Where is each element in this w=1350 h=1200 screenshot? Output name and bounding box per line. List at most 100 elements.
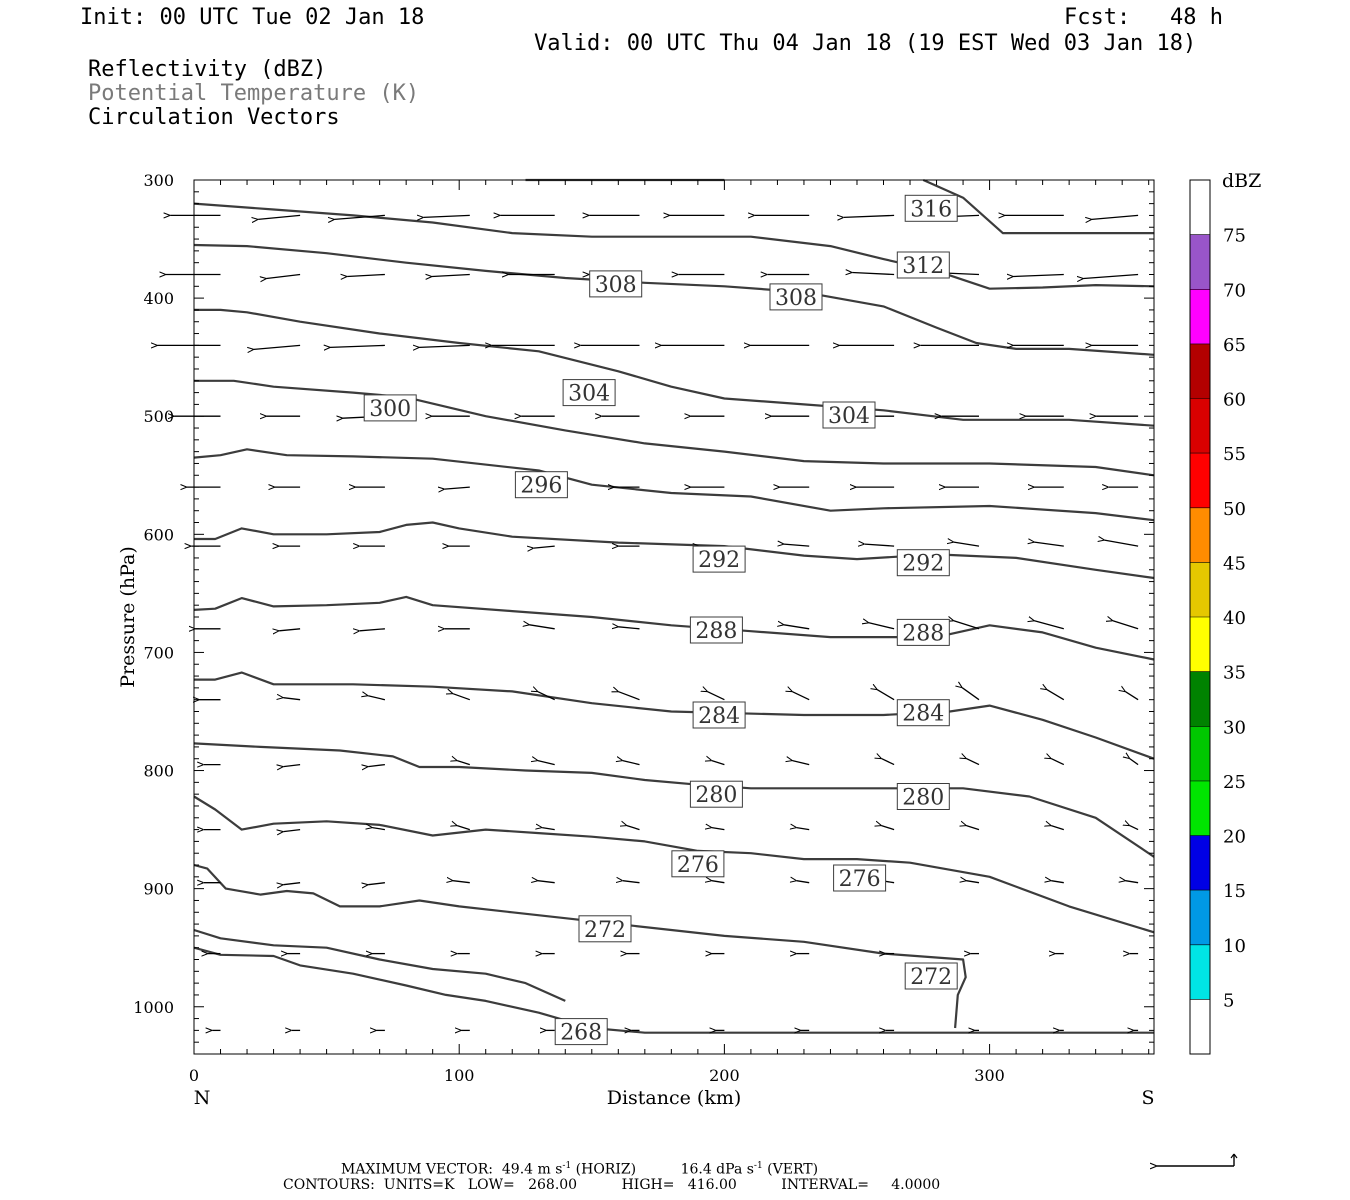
circulation-vector	[954, 542, 980, 547]
colorbar-cell	[1190, 398, 1210, 454]
circulation-vector	[1034, 542, 1064, 547]
colorbar-level-label: 60	[1223, 390, 1246, 411]
colorbar-level-label: 5	[1223, 990, 1234, 1011]
colorbar-level-label: 15	[1223, 881, 1246, 902]
circulation-vector	[712, 881, 725, 884]
circulation-vector	[457, 761, 470, 766]
contour-label: 272	[584, 918, 626, 943]
circulation-vector	[784, 625, 810, 630]
circulation-vector	[283, 763, 301, 767]
contour-label: 288	[902, 621, 944, 646]
circulation-vector	[966, 759, 980, 766]
isentrope-296	[193, 448, 1155, 522]
colorbar-cell	[1190, 890, 1210, 945]
circulation-vector	[865, 544, 895, 547]
circulation-vector	[1126, 881, 1139, 884]
circulation-vector	[538, 692, 555, 701]
circulation-vector	[453, 694, 471, 701]
colorbar-cell	[1190, 453, 1210, 508]
contour-label: 308	[775, 286, 817, 311]
colorbar-level-label: 30	[1223, 717, 1246, 738]
colorbar-level-label: 20	[1223, 827, 1246, 848]
contour-label: 308	[595, 273, 637, 298]
field-label-vectors: Circulation Vectors	[88, 105, 340, 130]
circulation-vector	[283, 698, 301, 701]
circulation-vector	[368, 763, 385, 767]
contour-label: 272	[910, 965, 952, 990]
colorbar-level-label: 65	[1223, 335, 1246, 356]
circulation-vector	[445, 486, 470, 489]
colorbar-unit: dBZ	[1222, 170, 1261, 192]
circulation-vector	[797, 828, 810, 831]
circulation-vector	[542, 828, 555, 831]
circulation-vector	[283, 828, 301, 832]
circulation-vector	[1013, 275, 1064, 277]
circulation-vector	[619, 692, 640, 701]
colorbar-cell	[1190, 780, 1210, 836]
colorbar: 5 10 15 20 25 30 35 40 45 50 55 60 65 70 75	[1189, 179, 1246, 1055]
circulation-vector	[954, 621, 980, 630]
contour-label-box	[562, 379, 616, 407]
contour-label-box	[689, 616, 743, 644]
circulation-vector	[254, 344, 301, 349]
y-tick-label: 900	[143, 880, 174, 899]
field-label-reflectivity: Reflectivity (dBZ)	[88, 57, 327, 82]
contour-label: 276	[677, 853, 719, 878]
colorbar-cell	[1190, 835, 1210, 891]
contour-label-box	[578, 915, 632, 943]
circulation-vector	[1113, 621, 1139, 630]
circulation-vector	[335, 214, 385, 219]
circulation-vector	[330, 345, 385, 347]
x-tick-label: 300	[974, 1066, 1005, 1085]
colorbar-level-label: 50	[1223, 499, 1246, 520]
isentrope-316b	[922, 178, 1154, 235]
circulation-vector	[844, 215, 895, 217]
colorbar-level-label: 75	[1223, 226, 1246, 247]
y-tick-label: 800	[143, 762, 174, 781]
isentrope-276	[193, 795, 1155, 934]
axes-layer: 300 400 500 600 700 800 900 1000 0 100 200 300	[133, 171, 1154, 1085]
circulation-vector	[1047, 690, 1065, 701]
circulation-vector	[852, 273, 895, 275]
circulation-vector	[538, 761, 555, 766]
contour-label: 284	[698, 704, 740, 729]
contour-label-box	[904, 194, 958, 222]
circulation-vector	[1084, 273, 1139, 279]
isentrope-292	[194, 521, 1155, 580]
circulation-vector	[534, 545, 555, 548]
circulation-vector	[797, 881, 810, 884]
circulation-vector	[619, 627, 640, 630]
circulation-vector	[457, 826, 470, 831]
x-left-end-label: N	[194, 1087, 211, 1109]
colorbar-level-label: 25	[1223, 772, 1246, 793]
x-right-end-label: S	[1141, 1087, 1154, 1109]
forecast-hour: Fcst: 48 h	[1064, 5, 1223, 30]
init-time: Init: 00 UTC Tue 02 Jan 18	[80, 5, 425, 30]
contour-label-box	[769, 283, 823, 311]
contour-label-box	[554, 1018, 608, 1046]
y-tick-label: 400	[143, 289, 174, 308]
y-tick-label: 600	[143, 525, 174, 544]
reference-vector	[1157, 1153, 1238, 1166]
isentrope-308	[193, 243, 1155, 356]
circulation-vector	[1126, 692, 1139, 701]
circulation-vector	[1130, 826, 1139, 831]
contour-label-box	[896, 549, 950, 577]
circulation-vector	[708, 692, 725, 701]
y-tick-label: 300	[143, 171, 174, 190]
y-tick-label: 1000	[133, 998, 174, 1017]
circulation-vector	[1105, 540, 1139, 547]
x-tick-label: 200	[709, 1066, 740, 1085]
circulation-vector	[792, 692, 810, 701]
contour-label: 288	[695, 619, 737, 644]
circulation-vector	[432, 275, 470, 277]
circulation-vector	[1051, 759, 1065, 766]
circulation-vector	[360, 628, 385, 631]
plot-frame	[193, 179, 1155, 1055]
contour-label: 284	[902, 702, 944, 727]
contour-label-box	[363, 394, 417, 422]
circulation-vector	[784, 544, 810, 547]
contour-label-box	[833, 864, 887, 892]
contour-label-box	[822, 401, 876, 429]
